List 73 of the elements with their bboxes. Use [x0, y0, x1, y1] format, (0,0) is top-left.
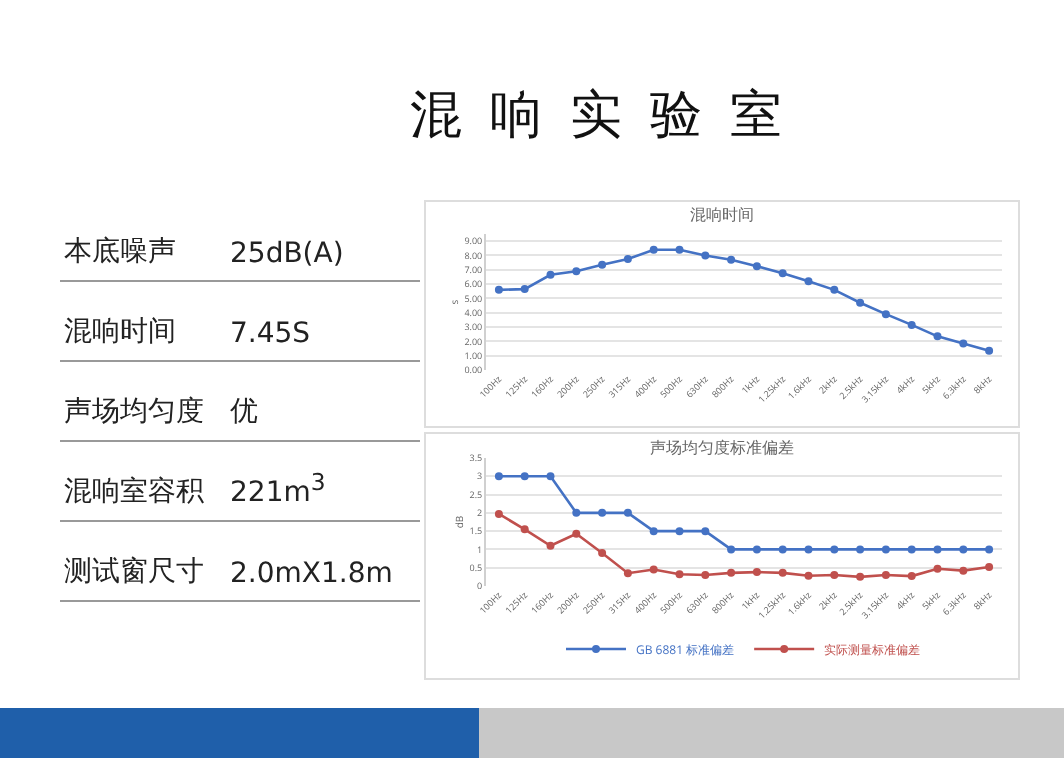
point [907, 545, 916, 554]
point [830, 545, 839, 554]
point [727, 568, 736, 577]
text: 测试窗尺寸 [64, 554, 204, 590]
point [933, 545, 942, 554]
point [598, 508, 607, 517]
text: 声场均匀度 [64, 394, 204, 430]
point [727, 255, 736, 264]
point [933, 332, 942, 341]
point [881, 545, 890, 554]
point [675, 527, 684, 536]
point [985, 346, 994, 355]
point [520, 472, 529, 481]
point [830, 285, 839, 294]
point [856, 298, 865, 307]
point [572, 508, 581, 517]
point [494, 472, 503, 481]
point [752, 568, 761, 577]
point [778, 568, 787, 577]
point [649, 527, 658, 536]
text: 221m$^{3}$ [230, 468, 326, 510]
point [856, 572, 865, 581]
point [546, 541, 555, 550]
point [572, 267, 581, 276]
point [675, 245, 684, 254]
point [623, 508, 632, 517]
point [623, 569, 632, 578]
text: 混响室容积 [64, 474, 204, 510]
point [701, 251, 710, 260]
point [778, 545, 787, 554]
point [701, 571, 710, 580]
point [959, 545, 968, 554]
point [494, 285, 503, 294]
point [598, 549, 607, 558]
point [649, 565, 658, 574]
point [985, 562, 994, 571]
point [520, 525, 529, 534]
point [856, 545, 865, 554]
point [804, 277, 813, 286]
point [907, 320, 916, 329]
point [675, 570, 684, 579]
point [623, 255, 632, 264]
point [881, 571, 890, 580]
text: 7.45S [230, 318, 311, 350]
text: 混响实验室 [410, 84, 810, 150]
text: 优 [230, 394, 258, 430]
point [494, 509, 503, 518]
point [546, 472, 555, 481]
point [830, 571, 839, 580]
point [907, 572, 916, 581]
point [804, 545, 813, 554]
point [933, 564, 942, 573]
point [701, 527, 710, 536]
chart-title: 混响时间 [690, 205, 754, 224]
point [778, 269, 787, 278]
point [727, 545, 736, 554]
point [881, 310, 890, 319]
point [959, 566, 968, 575]
text: 本底噪声 [64, 234, 176, 270]
point [520, 285, 529, 294]
point [649, 245, 658, 254]
point [546, 270, 555, 279]
text: 2.0mX1.8m [230, 558, 393, 590]
chart-title: 声场均匀度标准偏差 [650, 438, 794, 457]
point [985, 545, 994, 554]
point [752, 545, 761, 554]
point [804, 571, 813, 580]
text: 25dB(A) [230, 238, 344, 270]
point [572, 529, 581, 538]
text: 混响时间 [64, 314, 176, 350]
point [598, 260, 607, 269]
point [752, 262, 761, 271]
point [959, 339, 968, 348]
